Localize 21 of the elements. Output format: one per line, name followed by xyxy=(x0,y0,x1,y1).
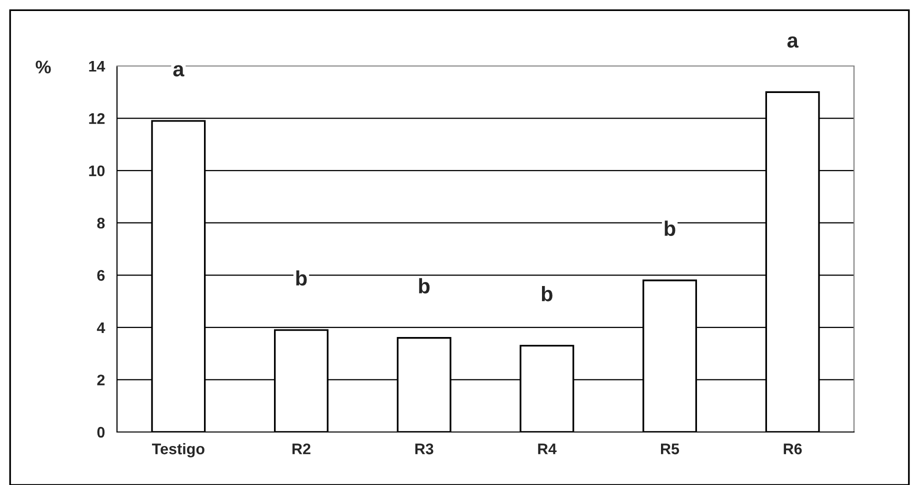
y-axis-title: % xyxy=(36,60,51,74)
x-tick-label: R6 xyxy=(784,444,802,454)
annotation: b xyxy=(296,270,307,286)
annotation: b xyxy=(664,220,676,236)
x-tick-label: R3 xyxy=(415,444,434,454)
y-tick-label: 14 xyxy=(89,61,106,72)
y-tick-label: 0 xyxy=(97,426,105,438)
y-tick-label: 12 xyxy=(89,113,105,124)
y-tick-label: 10 xyxy=(89,165,105,176)
x-tick-label: R2 xyxy=(292,444,310,454)
annotation: b xyxy=(542,286,552,302)
x-tick-label: R5 xyxy=(661,444,680,454)
y-tick-label: 2 xyxy=(97,374,105,386)
x-tick-label: Testigo xyxy=(152,443,204,458)
x-tick-label: R4 xyxy=(538,444,557,454)
annotation: a xyxy=(173,65,184,76)
y-tick-label: 4 xyxy=(96,322,106,333)
annotation: b xyxy=(419,278,430,294)
y-tick-label: 6 xyxy=(97,270,105,281)
y-tick-label: 8 xyxy=(97,218,105,229)
text: a xyxy=(787,36,799,48)
